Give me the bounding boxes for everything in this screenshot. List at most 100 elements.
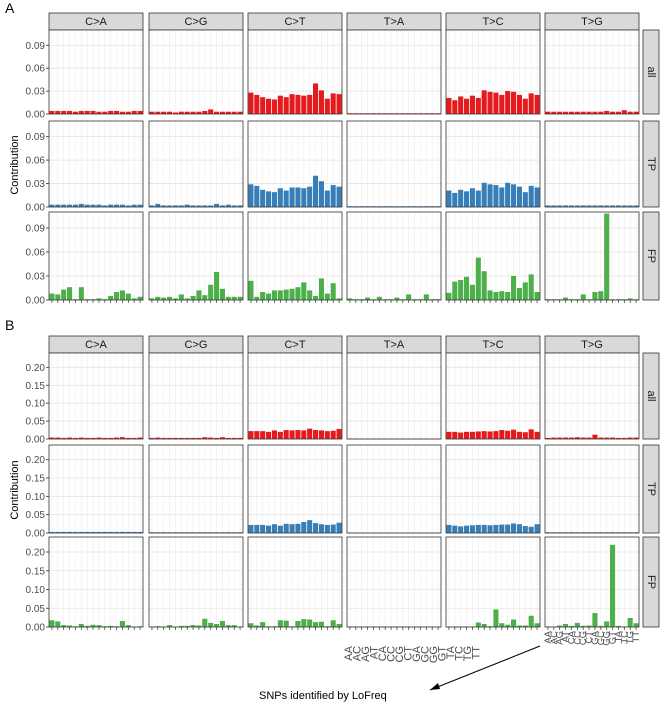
bar bbox=[511, 91, 517, 114]
bar bbox=[55, 621, 61, 627]
bar bbox=[266, 191, 272, 207]
facet-panel bbox=[446, 537, 540, 627]
bar bbox=[534, 524, 540, 533]
bar bbox=[219, 205, 225, 207]
bar bbox=[511, 429, 517, 439]
panel-tag: B bbox=[5, 317, 14, 333]
bar bbox=[528, 185, 534, 207]
bar bbox=[511, 276, 517, 300]
bar bbox=[505, 624, 511, 627]
bar bbox=[633, 437, 639, 439]
bar bbox=[621, 437, 627, 439]
bar bbox=[522, 625, 528, 627]
bar bbox=[271, 524, 277, 533]
bar bbox=[487, 290, 493, 300]
bar bbox=[78, 437, 84, 439]
motif-label: CC bbox=[572, 631, 583, 645]
bar bbox=[621, 110, 627, 114]
bar bbox=[61, 531, 67, 533]
facet-border bbox=[148, 120, 244, 208]
bar bbox=[102, 437, 108, 439]
bar bbox=[149, 205, 155, 207]
bar bbox=[283, 190, 289, 207]
facet-panel bbox=[545, 537, 639, 627]
bar bbox=[231, 296, 237, 300]
bar bbox=[534, 94, 540, 114]
bar bbox=[90, 437, 96, 439]
bar bbox=[72, 531, 78, 533]
bar bbox=[307, 290, 313, 300]
bar bbox=[394, 297, 400, 300]
bar bbox=[271, 290, 277, 300]
y-tick-label: 0.09 bbox=[26, 224, 46, 235]
bar bbox=[260, 431, 266, 439]
bar bbox=[610, 111, 616, 114]
bar bbox=[102, 531, 108, 533]
bar bbox=[318, 90, 324, 114]
bar bbox=[277, 525, 283, 533]
bar bbox=[627, 111, 633, 114]
bar bbox=[237, 437, 243, 439]
bar bbox=[487, 431, 493, 439]
bar bbox=[551, 111, 557, 114]
bar bbox=[522, 282, 528, 300]
bar bbox=[172, 112, 178, 114]
facet-panel bbox=[347, 353, 441, 439]
facet-border bbox=[247, 211, 343, 301]
bar bbox=[84, 531, 90, 533]
facet-border bbox=[544, 444, 640, 534]
facet-border bbox=[48, 120, 144, 208]
facet-border bbox=[247, 536, 343, 628]
bar bbox=[137, 110, 143, 114]
facet-border bbox=[445, 536, 541, 628]
bar bbox=[528, 274, 534, 300]
bar bbox=[178, 111, 184, 114]
motif-arrow bbox=[429, 645, 541, 691]
bar bbox=[505, 524, 511, 533]
facet-panel bbox=[49, 537, 143, 627]
bar bbox=[313, 523, 319, 533]
bar bbox=[137, 204, 143, 207]
bar bbox=[190, 437, 196, 439]
bar bbox=[283, 430, 289, 439]
bar bbox=[598, 111, 604, 114]
bar bbox=[161, 297, 167, 300]
motif-label: TC bbox=[619, 631, 630, 644]
bar bbox=[580, 111, 586, 114]
facet-panel bbox=[347, 445, 441, 533]
bar bbox=[108, 625, 114, 627]
bar bbox=[72, 437, 78, 439]
facet-label: T>G bbox=[581, 339, 603, 351]
bar bbox=[149, 298, 155, 300]
bar bbox=[574, 437, 580, 439]
bar bbox=[125, 111, 131, 114]
row-label: TP bbox=[645, 482, 657, 496]
motif-label-large: GC bbox=[420, 646, 432, 663]
bar bbox=[114, 531, 120, 533]
bar bbox=[475, 622, 481, 627]
bar bbox=[307, 94, 313, 114]
facet-panel bbox=[545, 121, 639, 207]
row-strip bbox=[642, 352, 660, 440]
y-tick-label: 0.00 bbox=[26, 296, 46, 307]
bar bbox=[301, 522, 307, 533]
bar bbox=[295, 621, 301, 627]
bar bbox=[167, 625, 173, 627]
y-tick-label: 0.05 bbox=[26, 417, 46, 428]
bar bbox=[307, 619, 313, 627]
bar bbox=[580, 625, 586, 627]
bar bbox=[295, 94, 301, 114]
bar bbox=[108, 296, 114, 300]
motif-label: GG bbox=[602, 631, 613, 646]
facet-panel bbox=[248, 445, 342, 533]
bar bbox=[289, 288, 295, 300]
bar bbox=[545, 111, 551, 114]
bar bbox=[516, 94, 522, 114]
bar bbox=[131, 110, 137, 114]
bar bbox=[598, 291, 604, 300]
bar bbox=[289, 94, 295, 114]
y-tick-label: 0.10 bbox=[26, 492, 46, 503]
bar bbox=[627, 437, 633, 439]
bar bbox=[516, 625, 522, 627]
bar bbox=[557, 625, 563, 627]
